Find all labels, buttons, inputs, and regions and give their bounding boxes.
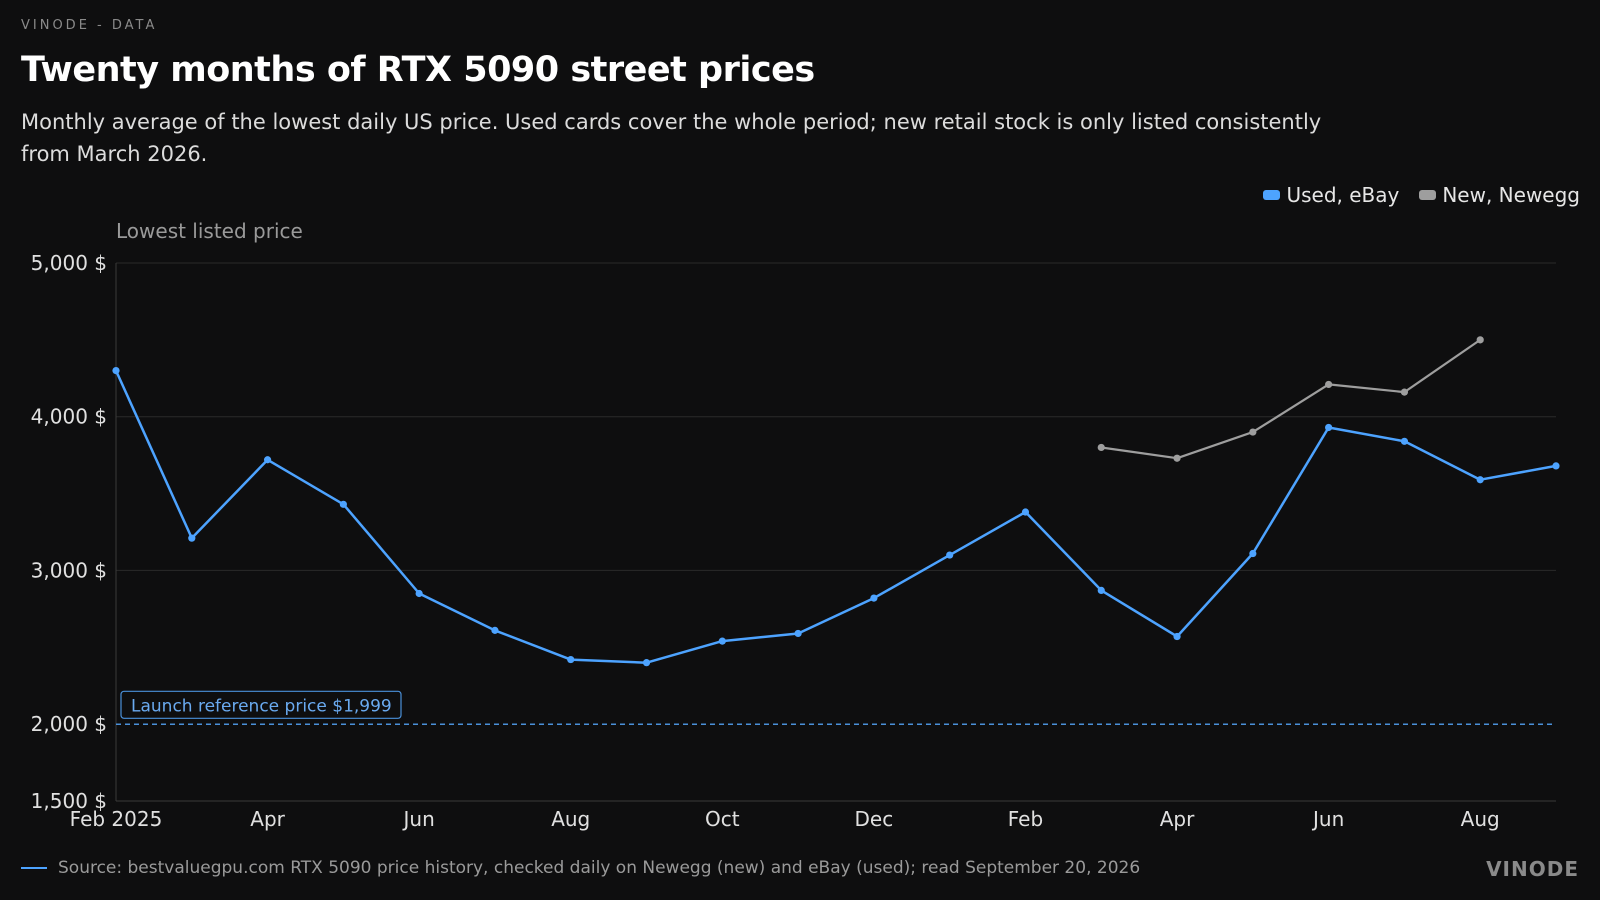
data-point-used [1097, 586, 1105, 595]
y-tick-label: 4,000 $ [31, 405, 107, 429]
data-point-new [1325, 380, 1333, 389]
legend-item-used: Used, eBay [1263, 183, 1399, 207]
grid-layer [116, 262, 1556, 571]
data-point-used [567, 655, 575, 664]
data-point-new [1476, 336, 1484, 344]
data-point-used [946, 551, 954, 559]
series-line-used [114, 370, 1557, 664]
data-point-new [1400, 388, 1409, 396]
footer-accent-line [21, 867, 47, 869]
x-tick-label: Apr [1160, 807, 1195, 831]
y-tick-label: 5,000 $ [31, 251, 107, 275]
chart-legend: Used, eBay New, Newegg [1263, 183, 1580, 207]
x-tick-label: Aug [1461, 807, 1500, 831]
x-tick-label: Apr [250, 807, 285, 831]
y-tick-label: 3,000 $ [31, 558, 107, 582]
data-point-used [1552, 462, 1560, 470]
data-point-used [1021, 508, 1030, 516]
series-line-new [1101, 338, 1481, 460]
legend-item-new: New, Newegg [1419, 183, 1580, 207]
data-point-used [263, 456, 272, 464]
legend-swatch-new [1419, 190, 1437, 200]
data-point-used [1400, 437, 1409, 445]
data-point-new [1173, 454, 1181, 462]
y-tick-label: 2,000 $ [31, 712, 107, 736]
data-point-used [112, 367, 120, 375]
data-point-used [415, 589, 423, 598]
x-tick-label: Feb 2025 [70, 807, 163, 831]
data-point-used [1249, 549, 1257, 558]
chart-subtitle: Monthly average of the lowest daily US p… [21, 110, 1322, 166]
data-point-used [491, 626, 499, 634]
brand-kicker: VINODE - DATA [21, 18, 158, 33]
legend-label-new: New, Newegg [1442, 183, 1580, 207]
source-footer: Source: bestvaluegpu.com RTX 5090 price … [21, 858, 1140, 878]
reference-label-box [120, 690, 402, 719]
data-point-used [339, 500, 347, 508]
reference-label: Launch reference price $1,999 [131, 696, 392, 716]
x-tick-label: Dec [855, 807, 894, 831]
y-tick-label: 1,500 $ [31, 789, 107, 813]
data-point-used [1476, 476, 1484, 484]
data-point-used [794, 629, 802, 638]
legend-swatch-used [1263, 190, 1281, 200]
data-point-used [718, 637, 726, 645]
data-point-used [1325, 423, 1333, 432]
series-layer [112, 336, 1560, 667]
brand-logo: VINODE [1486, 857, 1579, 881]
data-point-new [1249, 428, 1257, 436]
data-point-used [642, 659, 651, 667]
source-text: Source: bestvaluegpu.com RTX 5090 price … [58, 858, 1141, 878]
line-chart: Lowest listed price 1,500 $ 2,000 $ 3,000 … [31, 219, 1560, 831]
x-tick-label: Aug [551, 807, 590, 831]
x-tick-label: Oct [705, 807, 740, 831]
y-axis-title: Lowest listed price [116, 219, 303, 243]
data-point-used [188, 534, 196, 542]
x-tick-label: Jun [1311, 807, 1344, 831]
x-tick-label: Feb [1008, 807, 1043, 831]
data-point-used [1173, 632, 1181, 641]
x-tick-label: Jun [402, 807, 435, 831]
data-point-used [870, 594, 878, 602]
chart-title: Twenty months of RTX 5090 street prices [21, 50, 815, 90]
reference-layer: Launch reference price $1,999 [116, 690, 1556, 726]
legend-label-used: Used, eBay [1286, 183, 1400, 207]
axis-layer: 1,500 $ 2,000 $ 3,000 $ 4,000 $ 5,000 $ Feb 2… [31, 251, 1556, 831]
data-point-new [1097, 443, 1105, 452]
